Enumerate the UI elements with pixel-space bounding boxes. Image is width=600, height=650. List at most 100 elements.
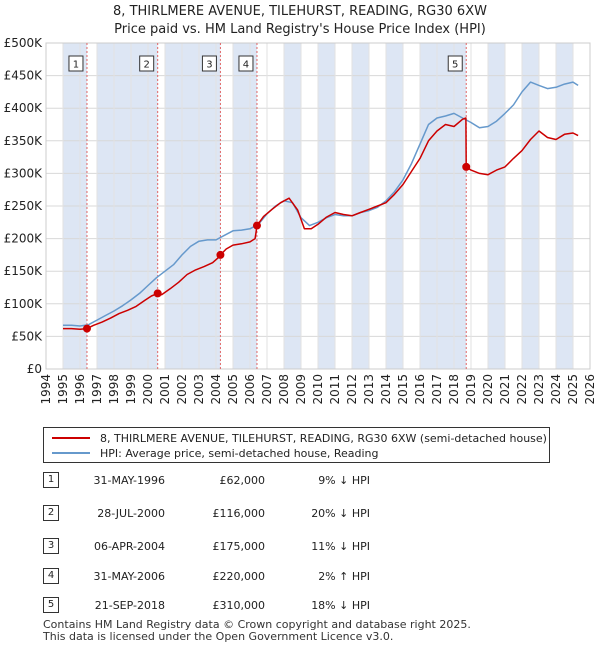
sale-label-number: 1 xyxy=(73,60,79,71)
row-price: £116,000 xyxy=(212,507,266,520)
x-tick-label: 2020 xyxy=(481,374,495,405)
legend: 8, THIRLMERE AVENUE, TILEHURST, READING,… xyxy=(43,427,550,463)
x-tick-labels: 1994 1995 1996 1997 1998 1999 2000 2001 2002 2003… xyxy=(39,374,597,405)
x-tick-label: 2023 xyxy=(532,374,546,405)
x-tick-label: 2002 xyxy=(175,374,189,405)
sale-points xyxy=(82,162,471,333)
x-tick-label: 2011 xyxy=(328,374,342,405)
x-tick-label: 2001 xyxy=(158,374,172,405)
chart-subtitle: Price paid vs. HM Land Registry's House … xyxy=(114,22,486,37)
sale-label-frame xyxy=(238,55,254,72)
sale-label-number: 2 xyxy=(144,60,150,71)
x-tick-label: 2004 xyxy=(209,374,223,405)
row-price: £310,000 xyxy=(212,599,266,612)
row-price: £220,000 xyxy=(212,570,266,583)
row-hpi: 9% ↓ HPI xyxy=(318,474,370,487)
row-date: 31-MAY-1996 xyxy=(93,474,165,487)
x-tick-label: 1996 xyxy=(73,374,87,405)
table-row: 1 31-MAY-1996 £62,000 9% ↓ HPI xyxy=(0,472,600,490)
sale-label-box: 1 xyxy=(68,55,84,72)
row-number-box: 3 xyxy=(43,538,59,554)
table-row: 3 06-APR-2004 £175,000 11% ↓ HPI xyxy=(0,538,600,556)
x-tick-label: 2021 xyxy=(498,374,512,405)
y-tick-label: £350K xyxy=(4,134,44,148)
x-tick-label: 1999 xyxy=(124,374,138,405)
y-tick-label: £50K xyxy=(11,329,43,343)
row-number-box: 2 xyxy=(43,505,59,521)
y-tick-label: £450K xyxy=(4,69,44,83)
row-hpi: 18% ↓ HPI xyxy=(311,599,370,612)
x-tick-label: 2013 xyxy=(362,374,376,405)
x-tick-label: 2018 xyxy=(447,374,461,405)
y-tick-label: £150K xyxy=(4,264,44,278)
row-date: 21-SEP-2018 xyxy=(94,599,165,612)
legend-swatch-property xyxy=(52,437,90,439)
sale-label-frame xyxy=(68,55,84,72)
y-tick-label: £100K xyxy=(4,297,44,311)
footer-license: This data is licensed under the Open Gov… xyxy=(43,630,394,643)
x-tick-label: 2012 xyxy=(345,374,359,405)
sale-label-box: 5 xyxy=(447,55,463,72)
y-tick-labels: £0 £50K £100K £150K £200K £250K £300K £350K £400… xyxy=(4,36,44,376)
sale-point xyxy=(216,250,225,259)
x-tick-label: 1995 xyxy=(56,374,70,405)
x-tick-label: 1994 xyxy=(39,374,53,405)
sale-point xyxy=(153,289,162,298)
x-tick-label: 1998 xyxy=(107,374,121,405)
x-tick-label: 2010 xyxy=(311,374,325,405)
legend-item-property: 8, THIRLMERE AVENUE, TILEHURST, READING,… xyxy=(52,431,547,445)
row-number-box: 5 xyxy=(43,597,59,613)
sale-labels: 1 2 3 4 5 xyxy=(68,55,463,72)
y-tick-label: £200K xyxy=(4,232,44,246)
gridlines xyxy=(45,42,591,370)
row-date: 28-JUL-2000 xyxy=(97,507,165,520)
row-date: 31-MAY-2006 xyxy=(93,570,165,583)
row-number-box: 1 xyxy=(43,472,59,488)
y-tick-label: £0 xyxy=(27,362,42,376)
legend-item-hpi: HPI: Average price, semi-detached house,… xyxy=(52,446,379,460)
x-tick-label: 2015 xyxy=(396,374,410,405)
x-tick-label: 2026 xyxy=(583,374,597,405)
x-tick-label: 2019 xyxy=(464,374,478,405)
x-tick-label: 2017 xyxy=(430,374,444,405)
row-hpi: 20% ↓ HPI xyxy=(311,507,370,520)
sale-label-number: 5 xyxy=(452,60,458,71)
y-tick-label: £500K xyxy=(4,36,44,50)
chart-title: 8, THIRLMERE AVENUE, TILEHURST, READING,… xyxy=(113,4,487,19)
plot-border xyxy=(45,42,591,370)
row-price: £175,000 xyxy=(212,540,266,553)
legend-swatch-hpi xyxy=(52,452,90,454)
footer-copyright: Contains HM Land Registry data © Crown c… xyxy=(43,618,471,631)
sale-point xyxy=(462,162,471,171)
table-row: 5 21-SEP-2018 £310,000 18% ↓ HPI xyxy=(0,597,600,615)
x-tick-label: 2009 xyxy=(294,374,308,405)
x-tick-label: 2014 xyxy=(379,374,393,405)
sale-label-box: 2 xyxy=(139,55,155,72)
x-tick-label: 1997 xyxy=(90,374,104,405)
x-tick-label: 2005 xyxy=(226,374,240,405)
x-tick-label: 2025 xyxy=(566,374,580,405)
x-tick-label: 2016 xyxy=(413,374,427,405)
x-tick-label: 2003 xyxy=(192,374,206,405)
sale-label-frame xyxy=(447,55,463,72)
row-price: £62,000 xyxy=(219,474,266,487)
sale-point xyxy=(252,221,261,230)
x-tick-label: 2022 xyxy=(515,374,529,405)
sale-label-box: 3 xyxy=(201,55,217,72)
y-tick-label: £400K xyxy=(4,101,44,115)
table-row: 2 28-JUL-2000 £116,000 20% ↓ HPI xyxy=(0,505,600,523)
price-chart: 1 2 3 4 5 £0 £50K £100K £150K £200K £250K £300K £35… xyxy=(4,36,597,405)
x-tick-label: 2008 xyxy=(277,374,291,405)
table-row: 4 31-MAY-2006 £220,000 2% ↑ HPI xyxy=(0,568,600,586)
x-tick-label: 2006 xyxy=(243,374,257,405)
legend-label-hpi: HPI: Average price, semi-detached house,… xyxy=(100,446,379,460)
row-number-box: 4 xyxy=(43,568,59,584)
row-hpi: 11% ↓ HPI xyxy=(311,540,370,553)
sale-label-frame xyxy=(201,55,217,72)
property-price-line xyxy=(63,117,579,330)
x-tick-label: 2024 xyxy=(549,374,563,405)
row-date: 06-APR-2004 xyxy=(93,540,165,553)
series-lines xyxy=(63,81,579,330)
row-hpi: 2% ↑ HPI xyxy=(318,570,370,583)
y-tick-label: £300K xyxy=(4,166,44,180)
